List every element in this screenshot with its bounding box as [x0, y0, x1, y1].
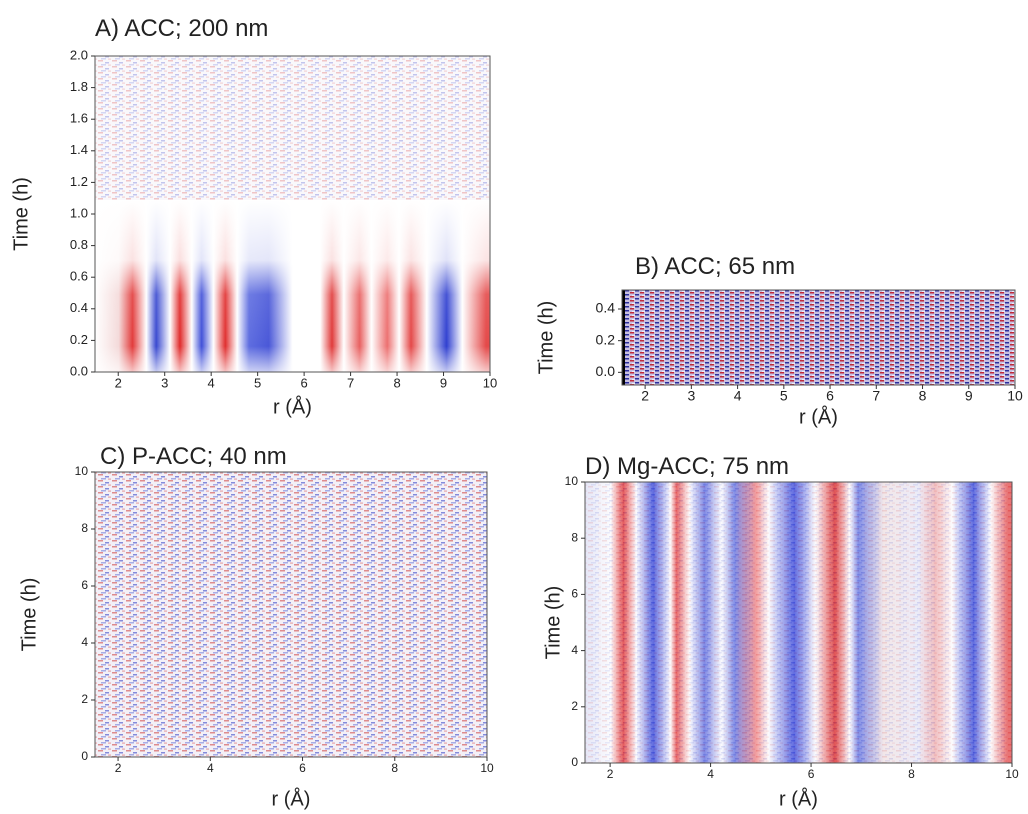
- x-tick-label: 2: [115, 761, 122, 775]
- x-tick-label: 5: [254, 375, 261, 390]
- x-tick-label: 4: [734, 388, 742, 404]
- x-tick-label: 8: [391, 761, 398, 775]
- x-tick-label: 6: [301, 375, 308, 390]
- y-tick-label: 1.4: [70, 142, 88, 157]
- x-tick-label: 10: [480, 761, 494, 775]
- x-axis-label: r (Å): [799, 405, 838, 428]
- x-tick-label: 6: [808, 767, 815, 781]
- heatmap-d: [585, 482, 1012, 763]
- x-tick-label: 2: [607, 767, 614, 781]
- x-tick-label: 4: [208, 375, 215, 390]
- x-tick-label: 10: [483, 375, 497, 390]
- y-tick-label: 0: [571, 755, 578, 769]
- x-tick-label: 9: [440, 375, 447, 390]
- y-tick-label: 10: [75, 464, 89, 478]
- x-tick-label: 10: [1005, 767, 1019, 781]
- y-tick-label: 10: [565, 474, 579, 488]
- chart-title: A) ACC; 200 nm: [95, 15, 268, 42]
- x-tick-label: 2: [641, 388, 649, 404]
- chart-title: B) ACC; 65 nm: [635, 253, 795, 280]
- y-tick-label: 0.4: [70, 300, 88, 315]
- x-axis-label: r (Å): [272, 787, 311, 810]
- x-axis-label: r (Å): [273, 395, 312, 418]
- x-tick-label: 7: [347, 375, 354, 390]
- plot-frame: [621, 289, 1016, 386]
- y-tick-label: 2.0: [70, 47, 88, 62]
- y-tick-label: 0.0: [70, 363, 88, 378]
- y-tick-label: 0.2: [70, 332, 88, 347]
- y-tick-label: 0.4: [596, 300, 616, 316]
- x-tick-label: 4: [707, 767, 714, 781]
- x-tick-label: 6: [826, 388, 834, 404]
- y-tick-label: 6: [81, 578, 88, 592]
- x-tick-label: 8: [393, 375, 400, 390]
- heatmap-a: [95, 56, 490, 372]
- y-tick-label: 8: [81, 521, 88, 535]
- y-tick-label: 1.8: [70, 79, 88, 94]
- y-tick-label: 0.6: [70, 269, 88, 284]
- y-tick-label: 8: [571, 530, 578, 544]
- x-tick-label: 3: [687, 388, 695, 404]
- x-tick-label: 6: [299, 761, 306, 775]
- y-tick-label: 2: [81, 692, 88, 706]
- x-tick-label: 7: [872, 388, 880, 404]
- x-tick-label: 3: [161, 375, 168, 390]
- heatmap-c: [95, 472, 487, 757]
- chart-title: D) Mg-ACC; 75 nm: [585, 453, 789, 480]
- x-tick-label: 8: [908, 767, 915, 781]
- x-tick-label: 9: [965, 388, 973, 404]
- heatmap-b: [622, 290, 1015, 385]
- x-tick-label: 10: [1007, 388, 1023, 404]
- x-tick-label: 5: [780, 388, 788, 404]
- plot-frame: [94, 471, 488, 758]
- chart-title: C) P-ACC; 40 nm: [100, 443, 287, 470]
- y-tick-label: 1.2: [70, 174, 88, 189]
- x-tick-label: 2: [115, 375, 122, 390]
- y-tick-label: 0: [81, 749, 88, 763]
- y-tick-label: 4: [571, 643, 578, 657]
- y-axis-label: Time (h): [535, 301, 557, 375]
- y-tick-label: 0.0: [596, 363, 616, 379]
- y-tick-label: 1.0: [70, 205, 88, 220]
- y-tick-label: 2: [571, 699, 578, 713]
- y-axis-label: Time (h): [10, 177, 32, 251]
- y-tick-label: 6: [571, 587, 578, 601]
- y-tick-label: 1.6: [70, 111, 88, 126]
- y-axis-label: Time (h): [18, 578, 40, 652]
- x-tick-label: 4: [207, 761, 214, 775]
- y-tick-label: 4: [81, 635, 88, 649]
- x-tick-label: 8: [919, 388, 927, 404]
- plot-frame: [584, 481, 1013, 764]
- y-tick-label: 0.8: [70, 237, 88, 252]
- x-axis-label: r (Å): [779, 787, 818, 810]
- y-axis-label: Time (h): [542, 586, 564, 660]
- y-tick-label: 0.2: [596, 331, 616, 347]
